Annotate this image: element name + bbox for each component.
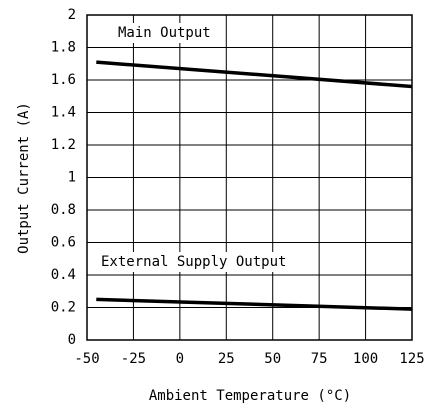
y-tick-label: 0.4 (51, 267, 76, 283)
y-tick-label: 1 (68, 170, 76, 186)
series-label: External Supply Output (101, 254, 286, 270)
x-axis-label: Ambient Temperature (°C) (149, 388, 351, 404)
x-tick-label: -50 (74, 351, 99, 367)
y-tick-label: 0.8 (51, 202, 76, 218)
x-tick-label: 0 (176, 351, 184, 367)
x-tick-label: 75 (311, 351, 328, 367)
y-tick-label: 0.2 (51, 300, 76, 316)
data-line (96, 60, 413, 89)
y-tick-label: 0.6 (51, 235, 76, 251)
plot-frame (86, 14, 413, 341)
x-tick-label: -25 (121, 351, 146, 367)
x-tick-label: 50 (264, 351, 281, 367)
x-tick-label: 100 (353, 351, 378, 367)
y-tick-label: 2 (68, 7, 76, 23)
series-label: Main Output (118, 25, 211, 41)
y-tick-label: 1.2 (51, 137, 76, 153)
label-background (114, 23, 216, 43)
x-tick-label: 125 (399, 351, 424, 367)
y-tick-label: 1.8 (51, 40, 76, 56)
label-background (97, 252, 292, 272)
y-tick-label: 0 (68, 332, 76, 348)
data-line (96, 297, 413, 311)
x-tick-label: 25 (218, 351, 235, 367)
y-tick-label: 1.4 (51, 105, 76, 121)
y-axis-label: Output Current (A) (16, 102, 32, 254)
y-tick-label: 1.6 (51, 72, 76, 88)
